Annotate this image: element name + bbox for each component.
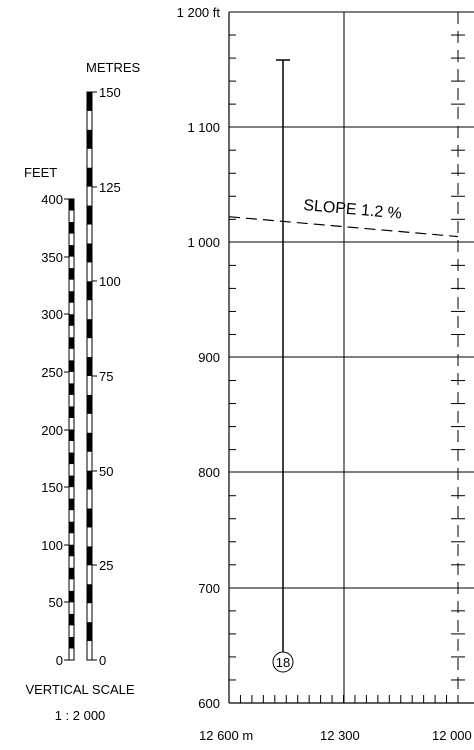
feet-bar-segment [69,383,74,395]
slope-label: SLOPE 1.2 % [303,197,403,223]
metres-bar-segment [87,167,92,187]
metres-bar-segment [87,281,92,301]
minor-x-ticks [228,695,459,703]
y-tick-labels: 1 200 ft 1 100 1 000 900 800 700 600 [177,5,221,711]
minor-y-ticks [229,34,465,681]
feet-tick-label: 200 [41,423,63,438]
feet-bar-segment [69,544,74,557]
feet-tick-label: 50 [49,595,63,610]
feet-bar-segment [69,498,74,511]
metres-tick-label: 125 [99,180,121,195]
feet-bar-segment [69,360,74,372]
metres-tick-label: 25 [99,558,113,573]
feet-title: FEET [24,165,57,180]
metres-tick-label: 150 [99,85,121,100]
metres-bar-segment [87,394,92,414]
metres-bar-segment [87,205,92,225]
feet-bar-segment [69,268,74,280]
feet-bar-segment [69,452,74,465]
feet-tick-label: 400 [41,192,63,207]
metres-tick-label: 0 [99,653,106,668]
metres-tick-label: 100 [99,274,121,289]
y-tick-label: 1 200 ft [177,5,221,20]
metres-bar-segment [87,470,92,490]
y-tick-label: 1 100 [187,120,220,135]
metres-bar-segment [87,584,92,604]
metres-bar-segment [87,243,92,263]
slope-line [228,216,459,238]
y-tick-label: 600 [198,696,220,711]
y-tick-label: 1 000 [187,235,220,250]
feet-bar-segment [69,590,74,603]
metres-bar-segment [87,129,92,149]
feet-bar-segment [69,521,74,534]
runway-marker-circle [272,651,294,673]
feet-bar-segment [69,222,74,234]
y-tick-label: 700 [198,581,220,596]
horizontal-gridlines [229,11,474,589]
feet-tick-label: 300 [41,307,63,322]
feet-tick-label: 250 [41,365,63,380]
feet-bar-segment [69,314,74,326]
x-tick-labels: 12 600 m 12 300 12 000 [199,728,472,743]
vertical-scale-ratio: 1 : 2 000 [55,708,106,723]
feet-bar-segment [69,199,74,211]
feet-bar-segment [69,475,74,488]
metres-tick-label: 75 [99,369,113,384]
metres-bar-segment [87,546,92,566]
feet-bar-segment [69,245,74,257]
vertical-scale: METRES FEET 150 125 100 75 50 25 0 [24,60,141,723]
feet-tick-label: 0 [56,653,63,668]
y-tick-label: 800 [198,465,220,480]
feet-tick-label: 150 [41,480,63,495]
feet-bar-segment [69,429,74,442]
feet-tick-labels: 400 350 300 250 200 150 100 50 0 [41,192,63,668]
metres-bar-segment [87,432,92,452]
metres-scale-bar [86,91,97,661]
feet-bar-segment [69,613,74,626]
y-tick-label: 900 [198,350,220,365]
metres-bar-segment [87,92,92,111]
feet-bar-segment [69,291,74,303]
feet-bar-segment [69,337,74,349]
profile-chart: 1 200 ft 1 100 1 000 900 800 700 600 12 … [177,5,474,743]
feet-tick-label: 100 [41,538,63,553]
vertical-scale-caption: VERTICAL SCALE [25,682,134,697]
metres-tick-labels: 150 125 100 75 50 25 0 [99,85,121,668]
feet-tick-label: 350 [41,250,63,265]
x-tick-label: 12 000 [432,728,472,743]
metres-bar-segment [87,508,92,528]
feet-bar-segment [69,636,74,649]
metres-tick-label: 50 [99,464,113,479]
metres-title: METRES [86,60,141,75]
metres-bar-segment [87,319,92,339]
feet-scale-bar [64,198,75,661]
feet-bar-segment [69,406,74,418]
runway-marker-label: 18 [276,655,290,670]
feet-bar-segment [69,567,74,580]
x-tick-label: 12 300 [320,728,360,743]
metres-bar-segment [87,622,92,642]
x-tick-label: 12 600 m [199,728,253,743]
metres-bar-segment [87,357,92,376]
